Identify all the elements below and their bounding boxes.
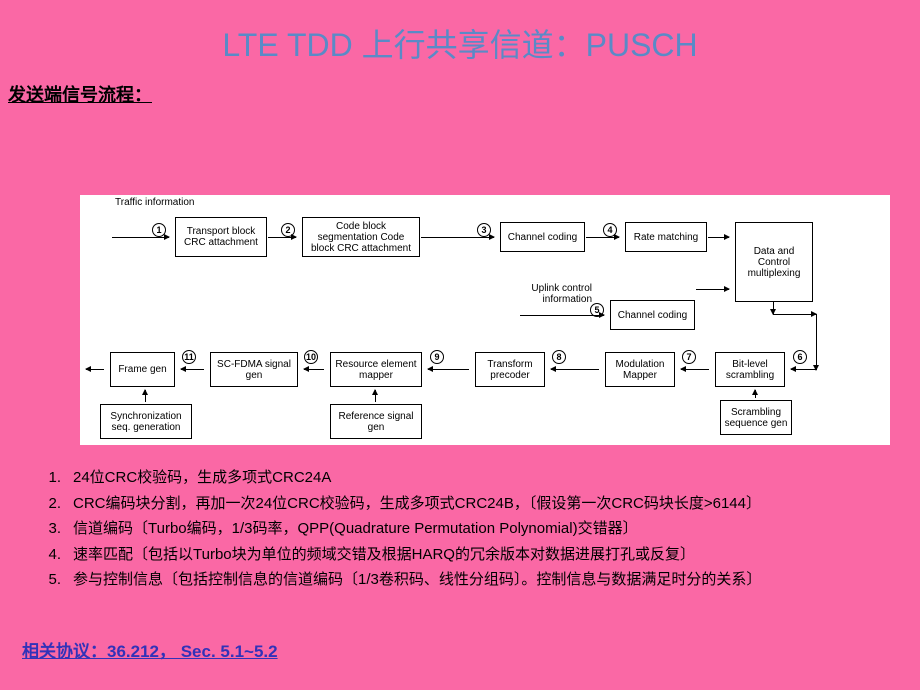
box-scrambling: Bit-level scrambling	[715, 352, 785, 387]
list-num: 4.	[35, 542, 73, 568]
box-rate-matching: Rate matching	[625, 222, 707, 252]
list-num: 2.	[35, 491, 73, 517]
arrow	[112, 237, 169, 238]
arrow	[181, 369, 204, 370]
step-7: 7	[682, 350, 696, 364]
arrow	[428, 369, 469, 370]
box-channel-coding-1: Channel coding	[500, 222, 585, 252]
page-title: LTE TDD 上行共享信道：PUSCH	[0, 0, 920, 66]
box-re-mapper: Resource element mapper	[330, 352, 422, 387]
list-num: 3.	[35, 516, 73, 542]
step-11: 11	[182, 350, 196, 364]
list-num: 5.	[35, 567, 73, 593]
arrow	[816, 314, 817, 370]
step-10: 10	[304, 350, 318, 364]
list-item: 24位CRC校验码，生成多项式CRC24A	[73, 465, 331, 491]
arrow	[86, 369, 104, 370]
list-num: 1.	[35, 465, 73, 491]
box-transform: Transform precoder	[475, 352, 545, 387]
step-9: 9	[430, 350, 444, 364]
uplink-label: Uplink control information	[502, 283, 592, 305]
list-item: 信道编码〔Turbo编码，1/3码率，QPP(Quadrature Permut…	[73, 516, 638, 542]
protocol-link[interactable]: 相关协议：36.212， Sec. 5.1~5.2	[22, 637, 278, 662]
arrow	[520, 315, 604, 316]
arrow	[551, 369, 599, 370]
arrow	[681, 369, 709, 370]
box-data-control-mux: Data and Control multiplexing	[735, 222, 813, 302]
box-refsignal: Reference signal gen	[330, 404, 422, 439]
arrow	[773, 302, 774, 314]
steps-list: 1.24位CRC校验码，生成多项式CRC24A 2.CRC编码块分割，再加一次2…	[35, 465, 761, 593]
arrow	[586, 237, 619, 238]
arrow	[421, 237, 494, 238]
subtitle: 发送端信号流程：	[0, 66, 920, 107]
list-item: 参与控制信息〔包括控制信息的信道编码〔1/3卷积码、线性分组码〕。控制信息与数据…	[73, 567, 761, 593]
arrow	[375, 390, 376, 402]
arrow	[773, 314, 816, 315]
arrow	[145, 390, 146, 402]
arrow	[268, 237, 296, 238]
box-scramble-seq: Scrambling sequence gen	[720, 400, 792, 435]
arrow	[304, 369, 324, 370]
arrow	[755, 390, 756, 398]
arrow	[696, 289, 729, 290]
traffic-label: Traffic information	[115, 197, 194, 208]
box-segmentation: Code block segmentation Code block CRC a…	[302, 217, 420, 257]
step-6: 6	[793, 350, 807, 364]
box-transport-crc: Transport block CRC attachment	[175, 217, 267, 257]
list-item: CRC编码块分割，再加一次24位CRC校验码，生成多项式CRC24B，〔假设第一…	[73, 491, 761, 517]
box-modulation: Modulation Mapper	[605, 352, 675, 387]
arrow	[708, 237, 729, 238]
box-scfdma: SC-FDMA signal gen	[210, 352, 298, 387]
box-sync: Synchronization seq. generation	[100, 404, 192, 439]
list-item: 速率匹配〔包括以Turbo块为单位的频域交错及根据HARQ的冗余版本对数据进展打…	[73, 542, 695, 568]
diagram: Traffic information Uplink control infor…	[80, 195, 890, 445]
box-channel-coding-2: Channel coding	[610, 300, 695, 330]
step-8: 8	[552, 350, 566, 364]
box-frame-gen: Frame gen	[110, 352, 175, 387]
